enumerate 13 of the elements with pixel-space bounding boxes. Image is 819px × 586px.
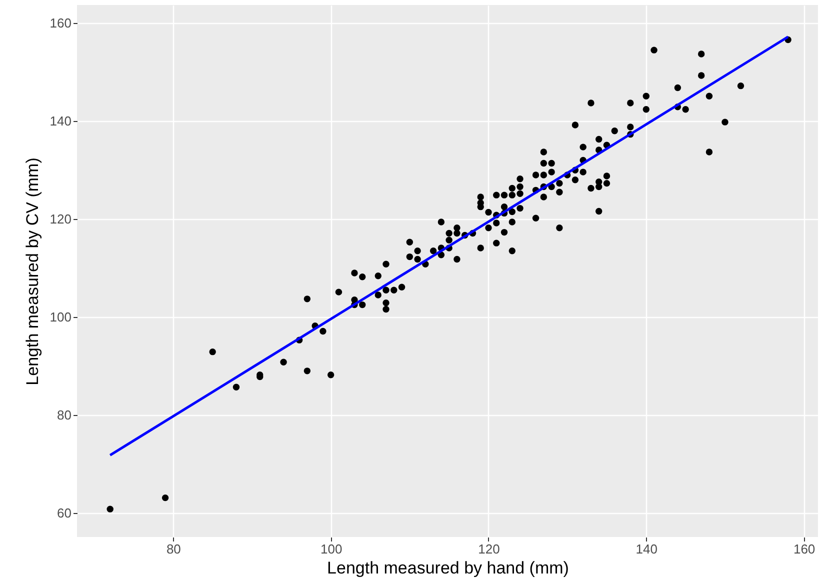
y-tick-label: 160: [50, 16, 72, 31]
x-tick-label: 140: [636, 542, 658, 556]
x-tick-label: 120: [478, 542, 500, 556]
y-tick-label: 120: [50, 212, 72, 227]
x-axis-title: Length measured by hand (mm): [327, 558, 569, 578]
y-tick-label: 100: [50, 310, 72, 325]
y-tick-label: 140: [50, 114, 72, 129]
x-tick-label: 100: [320, 542, 342, 556]
x-tick-label: 80: [166, 542, 181, 556]
y-axis-title: Length measured by CV (mm): [22, 158, 42, 386]
y-tick-label: 80: [57, 408, 72, 423]
y-tick-label: 60: [57, 505, 72, 520]
x-tick-label: 160: [793, 542, 816, 556]
